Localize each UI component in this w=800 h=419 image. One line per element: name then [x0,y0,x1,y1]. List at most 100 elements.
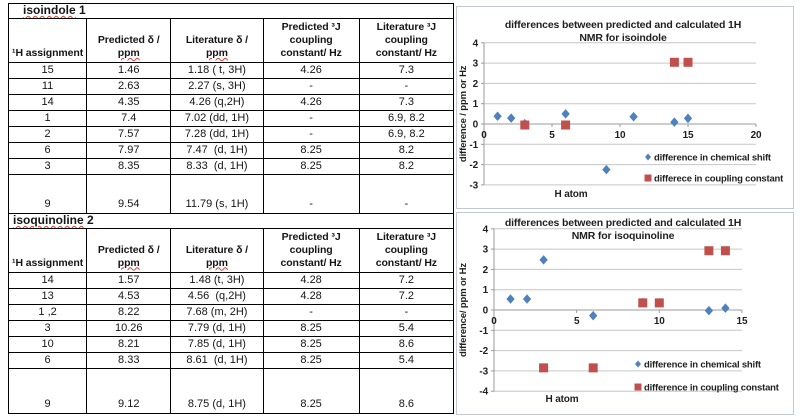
table-cell: 8.21 [86,335,172,353]
nmr-table: isoindole 1 ¹H assignment Predicted δ / ppm… [7,3,455,214]
table-title: isoquinoline 2 [8,212,454,229]
table-cell: - [262,109,360,127]
x-tick-label: 0 [491,316,497,327]
data-point [683,113,693,124]
table-cell: 8.61 (d, 1H) [170,351,264,369]
table-cell: 8.6 [358,335,455,353]
table-cell: 14 [7,271,88,289]
table-cell: 5.4 [358,351,455,369]
table-cell: 1 ,2 [7,303,88,321]
table-cell: 8.25 [262,351,360,369]
data-point [539,255,548,265]
y-tick-label: -2 [469,160,478,171]
data-point [720,246,730,256]
data-point [520,120,530,130]
column-header: Literature ³J coupling constant/ Hz [358,17,455,63]
data-point [721,303,730,313]
table-row: isoquinoline 2 [8,212,454,229]
table-cell: - [358,77,455,95]
data-point [539,363,549,373]
data-point [561,109,570,119]
data-point [522,294,532,304]
legend-marker [644,174,652,182]
x-axis-title: H atom [546,394,579,405]
column-header: Literature δ / ppm [170,227,264,273]
table-cell: 13 [7,287,88,305]
column-header: Predicted δ / ppm [86,227,172,273]
table-cell: 7.47 (d, 1H) [170,141,264,159]
table-cell: 15 [7,61,88,79]
y-tick-label: -2 [479,346,488,357]
chart-title: differences between predicted and calcul… [505,19,741,31]
table-cell: 2.63 [86,77,172,95]
table-row: 15 1.46 1.18 ( t, 3H) 4.26 7.3 [7,61,455,79]
column-header: Predicted δ / ppm [86,17,172,63]
x-tick-label: 10 [654,316,665,327]
x-tick-label: 10 [615,130,626,141]
y-tick-label: 2 [483,265,489,276]
table-cell: 8.25 [262,367,360,414]
x-tick-label: 5 [574,316,580,327]
x-tick-label: 15 [737,316,748,327]
table-cell: - [262,303,360,321]
legend-marker [645,153,651,161]
table-cell: 1.18 ( t, 3H) [170,61,264,79]
y-tick-label: 1 [473,99,479,110]
table-cell: - [358,303,455,321]
y-tick-label: 0 [473,120,479,131]
table-cell: 2 [7,125,88,143]
table-cell: 8.25 [262,319,360,337]
y-tick-label: 0 [483,306,489,317]
data-point [493,111,502,122]
table-cell: - [358,173,455,214]
chart-isoquinoline: -4 -3 -2 -1 0 1 2 3 4 0 5 10 15 differences between p… [456,212,794,415]
table-row: 3 8.35 8.33 (d, 1H) 8.25 8.2 [7,157,455,175]
x-tick-label: 20 [751,130,762,141]
table-title: isoindole 1 [8,3,454,19]
y-tick-label: 4 [473,38,479,49]
table-cell: 8.25 [262,141,360,159]
table-row: 13 4.53 4.56 (q,2H) 4.28 7.2 [7,287,455,305]
table-cell: 8.33 [86,351,172,369]
table-row: 6 7.97 7.47 (d, 1H) 8.25 8.2 [7,141,455,159]
data-point [506,294,515,304]
x-tick-label: 5 [549,130,555,141]
chart-title: NMR for isoindole [579,32,667,44]
table-cell: 8.35 [86,157,172,175]
table-cell: 1.48 (t, 3H) [170,271,264,289]
table-cell: 1.46 [86,61,172,79]
table-cell: 9 [7,173,88,214]
data-point [589,310,598,321]
table-row: 1 7.4 7.02 (dd, 1H) -6.9, 8.2 [7,109,455,127]
y-tick-label: 3 [483,245,489,256]
y-tick-label: -3 [469,180,478,191]
y-tick-label: -1 [479,326,488,337]
nmr-table: isoquinoline 2 ¹H assignment Predicted δ /… [7,212,455,414]
table-cell: 8.6 [358,367,455,414]
data-point [561,120,571,130]
table-cell: 7.02 (dd, 1H) [170,109,264,127]
table-cell: 4.35 [86,93,172,111]
column-header: Literature δ / ppm [170,17,264,63]
chart-title: NMR for isoquinoline [572,230,675,242]
table-cell: 8.2 [358,157,455,175]
table-row: 2 7.57 7.28 (dd, 1H) -6.9, 8.2 [7,125,455,143]
y-tick-label: 4 [483,224,489,235]
table-cell: 7.28 (dd, 1H) [170,125,264,143]
table-cell: 9 [7,367,88,414]
legend-marker [634,383,642,391]
data-point [588,363,598,373]
data-point [602,164,611,175]
chart-isoindole: -3 -2 -1 0 1 2 3 4 0 5 10 15 20 differences between p… [456,6,794,209]
y-tick-label: -3 [479,366,488,377]
table-row: 3 10.26 7.79 (d, 1H) 8.25 5.4 [7,319,455,337]
table-cell: 4.26 [262,93,360,111]
column-header: ¹H assignment [7,227,88,273]
table-cell: 4.26 (q,2H) [170,93,264,111]
table-row: 10 8.21 7.85 (d, 1H) 8.25 8.6 [7,335,455,353]
table-cell: 7.3 [358,61,455,79]
legend-label: difference in coupling constant [644,383,780,394]
table-cell: 8.2 [358,141,455,159]
